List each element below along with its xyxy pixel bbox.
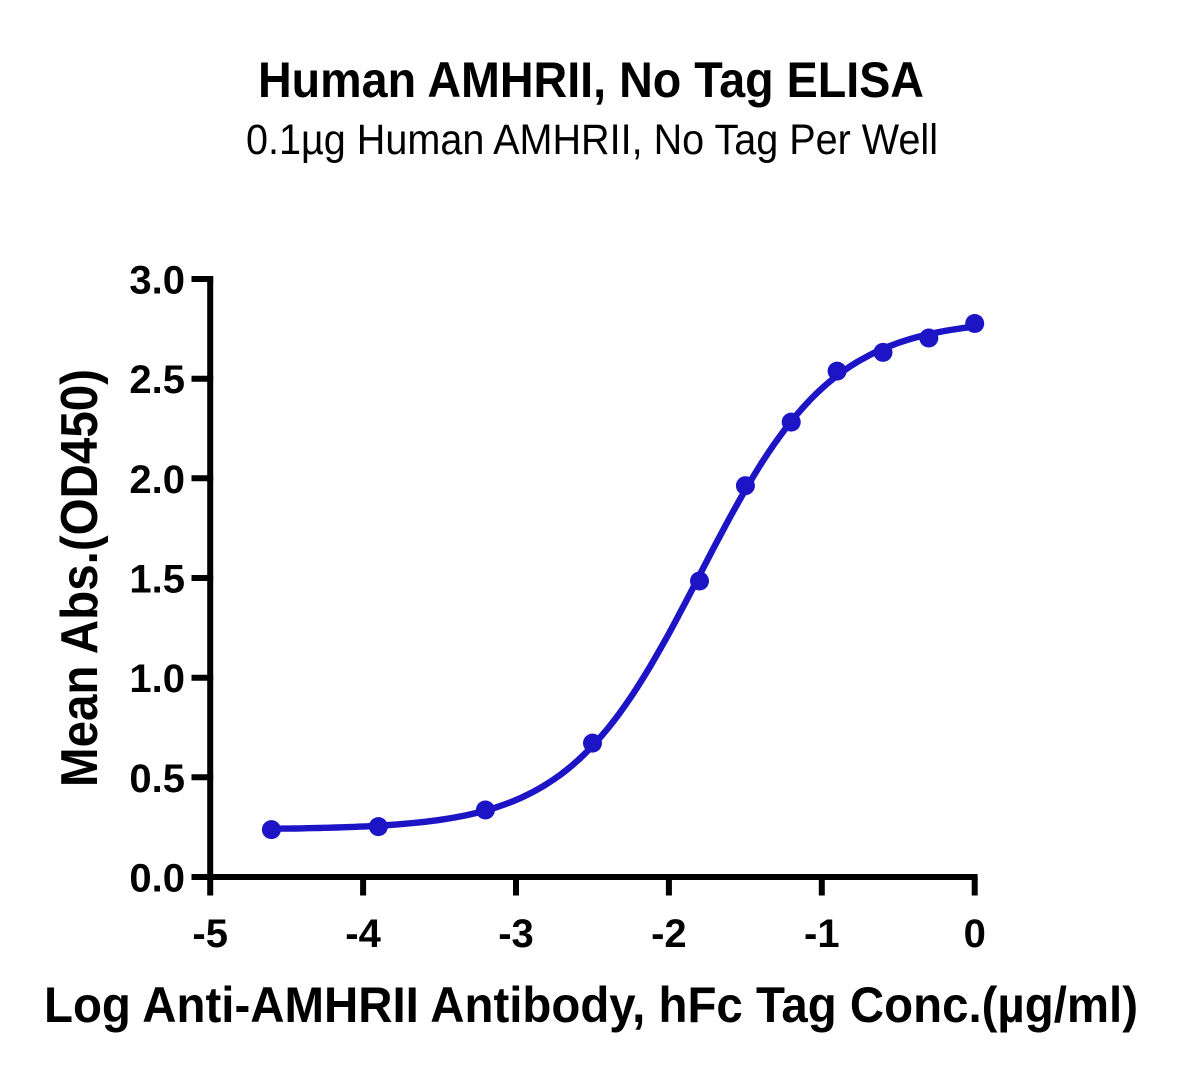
svg-text:1.5: 1.5: [129, 558, 185, 602]
svg-text:-3: -3: [498, 912, 534, 956]
svg-text:Human AMHRII, No Tag ELISA: Human AMHRII, No Tag ELISA: [258, 52, 924, 108]
svg-text:2.0: 2.0: [129, 458, 185, 502]
svg-text:0.1µg Human AMHRII, No Tag Per: 0.1µg Human AMHRII, No Tag Per Well: [246, 116, 938, 164]
svg-text:Mean Abs.(OD450): Mean Abs.(OD450): [51, 369, 109, 787]
svg-text:1.0: 1.0: [129, 657, 185, 701]
svg-text:3.0: 3.0: [129, 259, 185, 303]
svg-text:0: 0: [964, 912, 986, 956]
svg-text:0.5: 0.5: [129, 757, 185, 801]
svg-text:-5: -5: [192, 912, 228, 956]
svg-text:Log Anti-AMHRII Antibody, hFc: Log Anti-AMHRII Antibody, hFc Tag Conc.(…: [44, 977, 1138, 1033]
svg-text:-2: -2: [651, 912, 687, 956]
svg-text:-1: -1: [804, 912, 840, 956]
svg-text:-4: -4: [345, 912, 381, 956]
svg-text:0.0: 0.0: [129, 857, 185, 901]
svg-text:2.5: 2.5: [129, 358, 185, 402]
